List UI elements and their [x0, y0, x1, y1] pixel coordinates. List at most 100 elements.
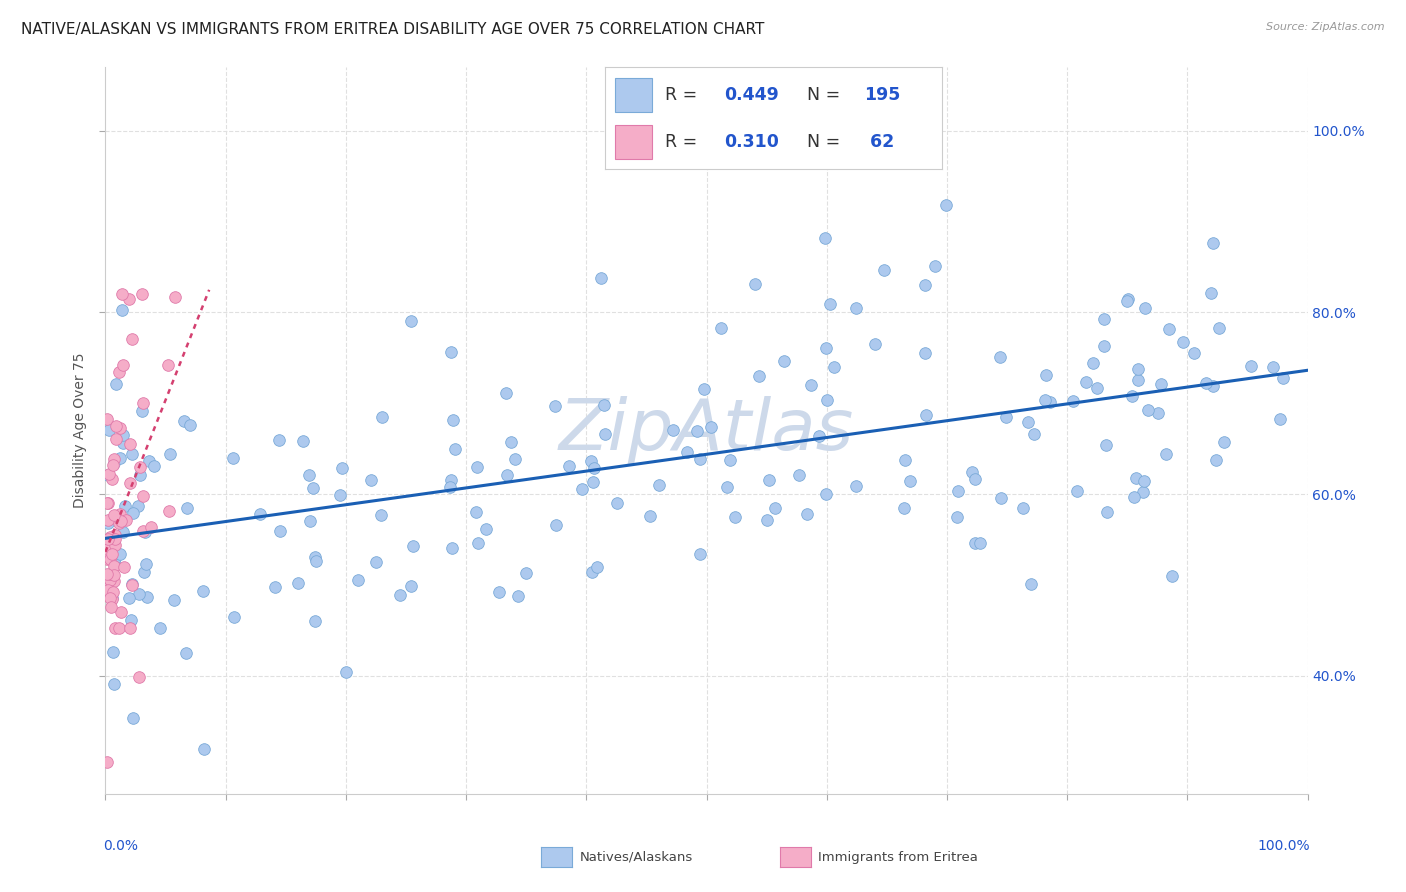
Point — [1263, 359, 1285, 374]
Point — [558, 458, 581, 473]
Point — [675, 445, 697, 459]
Text: N =: N = — [807, 133, 841, 152]
Point — [988, 350, 1011, 364]
Point — [131, 287, 153, 301]
Point — [799, 377, 821, 392]
Point — [332, 461, 354, 475]
Point — [755, 513, 778, 527]
Point — [104, 551, 127, 566]
Point — [1081, 355, 1104, 369]
Point — [814, 231, 837, 245]
Point — [222, 610, 245, 624]
Point — [176, 646, 198, 660]
Point — [104, 527, 127, 541]
Point — [100, 600, 122, 615]
Point — [104, 376, 127, 391]
Point — [1133, 301, 1156, 315]
Point — [1033, 392, 1056, 407]
Point — [796, 507, 818, 521]
Point — [1157, 322, 1180, 336]
Point — [101, 538, 124, 552]
Point — [1128, 362, 1150, 376]
Point — [582, 460, 605, 475]
Point — [105, 432, 128, 446]
Point — [370, 508, 392, 522]
Point — [121, 578, 143, 592]
Point — [111, 302, 134, 317]
Point — [121, 447, 143, 461]
Point — [305, 554, 328, 568]
Point — [110, 514, 132, 528]
Point — [1208, 321, 1230, 335]
Point — [292, 434, 315, 448]
Point — [748, 368, 770, 383]
Point — [136, 591, 159, 605]
Point — [134, 524, 156, 539]
Point — [132, 395, 155, 409]
Point — [98, 573, 121, 587]
Point — [1213, 434, 1236, 449]
Point — [1268, 412, 1291, 426]
Point — [299, 514, 322, 528]
Text: 195: 195 — [865, 87, 901, 104]
Point — [689, 548, 711, 562]
Point — [544, 399, 567, 413]
Point — [1146, 407, 1168, 421]
Point — [402, 539, 425, 553]
Point — [371, 410, 394, 425]
Text: Source: ZipAtlas.com: Source: ZipAtlas.com — [1267, 22, 1385, 32]
Text: 0.449: 0.449 — [724, 87, 779, 104]
Point — [142, 458, 165, 473]
Point — [103, 574, 125, 588]
Point — [329, 488, 352, 502]
Point — [112, 359, 135, 373]
Point — [499, 435, 522, 450]
Point — [1019, 577, 1042, 591]
Point — [1202, 379, 1225, 393]
Point — [114, 499, 136, 513]
Point — [546, 518, 568, 533]
Point — [1171, 334, 1194, 349]
Point — [120, 613, 142, 627]
Point — [1121, 389, 1143, 403]
Point — [946, 483, 969, 498]
Point — [1150, 376, 1173, 391]
Point — [101, 547, 124, 561]
Point — [97, 582, 120, 597]
Text: N =: N = — [807, 87, 841, 104]
Point — [104, 538, 127, 552]
Point — [111, 524, 134, 539]
Point — [995, 410, 1018, 425]
Point — [100, 591, 122, 606]
Point — [1116, 292, 1139, 306]
Point — [96, 755, 118, 769]
Text: 100.0%: 100.0% — [1257, 839, 1310, 854]
Point — [360, 473, 382, 487]
Point — [176, 501, 198, 516]
Point — [815, 486, 838, 500]
Point — [287, 576, 309, 591]
Point — [193, 742, 215, 756]
Text: 0.0%: 0.0% — [103, 839, 138, 854]
Point — [863, 337, 886, 351]
Point — [108, 621, 131, 635]
Point — [98, 552, 121, 566]
Point — [132, 489, 155, 503]
Point — [103, 677, 125, 691]
Point — [101, 584, 124, 599]
Text: Natives/Alaskans: Natives/Alaskans — [579, 851, 693, 863]
Point — [845, 479, 868, 493]
Point — [814, 341, 837, 355]
Point — [571, 482, 593, 496]
Point — [112, 436, 135, 450]
Point — [718, 453, 741, 467]
Point — [97, 423, 120, 437]
Point — [1161, 569, 1184, 583]
Bar — [614, 78, 652, 112]
Point — [249, 507, 271, 521]
Text: NATIVE/ALASKAN VS IMMIGRANTS FROM ERITREA DISABILITY AGE OVER 75 CORRELATION CHA: NATIVE/ALASKAN VS IMMIGRANTS FROM ERITRE… — [21, 22, 765, 37]
Point — [127, 499, 149, 513]
Point — [101, 472, 124, 486]
Point — [96, 552, 118, 566]
Point — [465, 459, 488, 474]
